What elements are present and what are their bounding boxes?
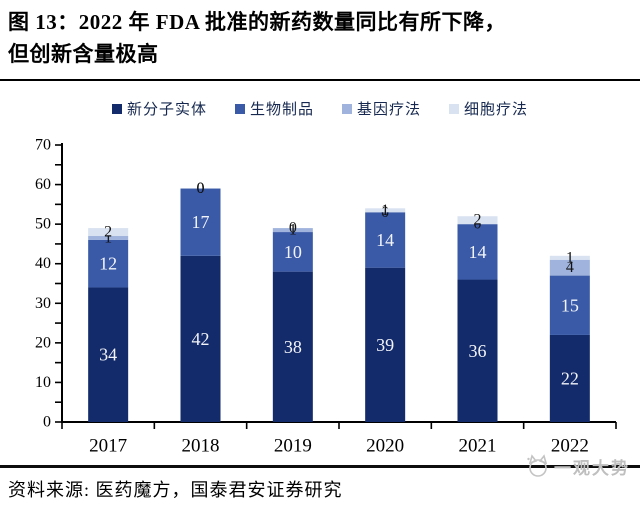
bar-segment-2021-1 — [457, 224, 498, 280]
bar-value-label: 34 — [99, 345, 117, 365]
figure-title: 图 13：2022 年 FDA 批准的新药数量同比有所下降， 但创新含量极高 — [0, 0, 640, 81]
bar-value-label: 0 — [197, 180, 205, 197]
chart-legend: 新分子实体 生物制品 基因疗法 细胞疗法 — [0, 98, 640, 119]
brand-logo: 一观大势 — [525, 453, 630, 479]
legend-label: 新分子实体 — [126, 102, 207, 118]
legend-item-1: 生物制品 — [234, 98, 314, 119]
figure-title-line1: 图 13：2022 年 FDA 批准的新药数量同比有所下降， — [8, 10, 506, 34]
bar-value-label: 38 — [284, 337, 302, 357]
bar-segment-2019-0 — [272, 271, 313, 422]
bar-segment-2021-0 — [457, 279, 498, 422]
legend-item-3: 细胞疗法 — [449, 98, 528, 119]
bar-segment-2020-0 — [365, 267, 406, 422]
x-category-label: 2017 — [89, 436, 127, 457]
legend-item-2: 基因疗法 — [342, 98, 421, 119]
bar-value-label: 39 — [376, 335, 394, 355]
bar-segment-2020-1 — [365, 212, 406, 268]
bar-segment-2019-2 — [272, 228, 313, 233]
x-category-label: 2018 — [182, 436, 220, 457]
legend-swatch-icon — [111, 103, 122, 114]
legend-swatch-icon — [449, 103, 460, 114]
legend-label: 基因疗法 — [357, 102, 422, 118]
legend-swatch-icon — [234, 103, 245, 114]
bar-value-label: 0 — [289, 220, 297, 237]
bar-value-label: 42 — [192, 329, 210, 349]
bar-segment-2017-1 — [88, 239, 129, 288]
bar-segment-2022-2 — [549, 259, 590, 276]
source-text: 资料来源: 医药魔方，国泰君安证券研究 — [8, 480, 343, 500]
y-tick-label: 20 — [35, 334, 51, 351]
x-category-label: 2022 — [551, 436, 589, 457]
bar-value-label: 4 — [566, 259, 574, 276]
bar-segment-2020-3 — [365, 208, 406, 213]
bar-value-label: 1 — [104, 229, 112, 246]
bar-value-label: 10 — [284, 242, 302, 262]
bar-segment-2017-2 — [88, 236, 129, 240]
bar-chart: 0102030405060703412122017421700201838101… — [35, 137, 617, 457]
bar-value-label: 0 — [197, 180, 205, 197]
bar-segment-2022-0 — [549, 334, 590, 422]
bar-value-label: 22 — [561, 368, 579, 388]
x-category-label: 2019 — [274, 436, 312, 457]
bar-segment-2019-1 — [272, 232, 313, 272]
bar-value-label: 14 — [469, 242, 487, 262]
bar-value-label: 1 — [566, 249, 574, 266]
legend-label: 细胞疗法 — [464, 102, 529, 118]
bar-value-label: 15 — [561, 295, 579, 315]
bar-segment-2017-3 — [88, 228, 129, 237]
bar-value-label: 1 — [289, 222, 297, 239]
y-tick-label: 10 — [35, 374, 51, 391]
y-tick-label: 30 — [35, 295, 51, 312]
source-row: 资料来源: 医药魔方，国泰君安证券研究 一观大势 — [0, 454, 640, 510]
y-tick-label: 0 — [43, 414, 51, 431]
y-tick-label: 40 — [35, 255, 51, 272]
y-tick-label: 50 — [35, 216, 51, 233]
legend-swatch-icon — [342, 103, 352, 114]
x-category-label: 2021 — [459, 436, 497, 457]
bar-segment-2018-1 — [180, 188, 221, 256]
bar-value-label: 12 — [99, 254, 117, 274]
bar-segment-2022-3 — [549, 255, 590, 260]
bar-segment-2017-0 — [88, 287, 129, 422]
y-tick-label: 70 — [35, 137, 51, 154]
bar-value-label: 1 — [381, 202, 389, 219]
y-tick-label: 60 — [35, 176, 51, 193]
legend-item-0: 新分子实体 — [111, 98, 207, 119]
bar-value-label: 14 — [376, 230, 394, 250]
bar-segment-2022-1 — [549, 275, 590, 335]
bar-segment-2021-3 — [457, 216, 498, 225]
bar-segment-2018-0 — [180, 255, 221, 422]
cat-face-icon — [527, 454, 548, 477]
bar-value-label: 2 — [104, 224, 112, 241]
x-category-label: 2020 — [366, 436, 404, 457]
bar-value-label: 2 — [474, 212, 482, 229]
bar-value-label: 17 — [192, 212, 210, 232]
legend-label: 生物制品 — [249, 102, 314, 118]
figure-title-line2: 但创新含量极高 — [8, 42, 159, 66]
brand-logo-text: 一观大势 — [554, 458, 630, 478]
bar-value-label: 36 — [469, 341, 487, 361]
